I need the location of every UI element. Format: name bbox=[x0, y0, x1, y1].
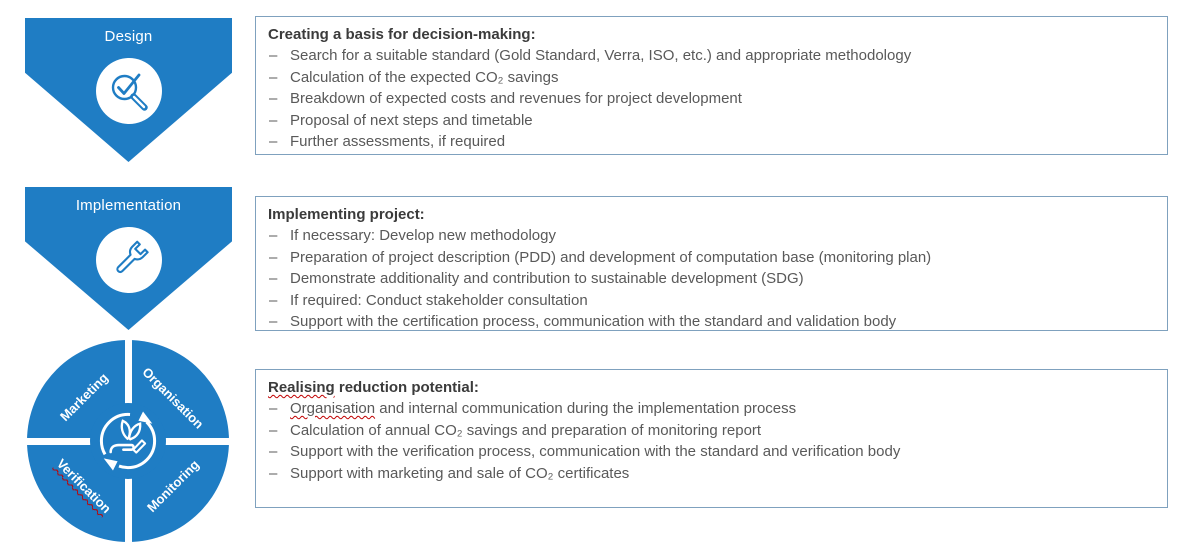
bullet-item: – Proposal of next steps and timetable bbox=[266, 110, 1157, 132]
bullet-text: Support with the verification process, c… bbox=[290, 443, 901, 460]
bullet-text: Further assessments, if required bbox=[290, 133, 506, 150]
bullet-text: Support with the certification process, … bbox=[290, 313, 897, 330]
bullet-list: – Search for a suitable standard (Gold St… bbox=[266, 45, 1157, 153]
box-title: Implementing project: bbox=[268, 206, 425, 223]
bullet-item: – Organisation and internal communication… bbox=[266, 398, 1157, 420]
bullet-dash: – bbox=[269, 47, 278, 64]
bullet-item: – Search for a suitable standard (Gold St… bbox=[266, 45, 1157, 67]
design-stage-arrow: Design bbox=[25, 18, 232, 162]
design-details-box: Creating a basis for decision-making: – S… bbox=[255, 16, 1168, 155]
bullet-item: – Support with the verification process, … bbox=[266, 441, 1157, 463]
bullet-item: – Preparation of project description (PDD… bbox=[266, 247, 1157, 269]
misspelled-word: Realising bbox=[268, 379, 335, 396]
bullet-dash: – bbox=[269, 443, 278, 460]
bullet-item: – Demonstrate additionality and contribut… bbox=[266, 268, 1157, 290]
bullet-text: If required: Conduct stakeholder consult… bbox=[290, 291, 588, 309]
bullet-text: Support with marketing and sale of CO₂ c… bbox=[290, 464, 630, 482]
bullet-text: If necessary: Develop new methodology bbox=[290, 227, 556, 244]
bullet-text: Search for a suitable standard (Gold Sta… bbox=[290, 47, 912, 64]
bullet-dash: – bbox=[269, 248, 278, 266]
bullet-item: – If necessary: Develop new methodology bbox=[266, 225, 1157, 247]
bullet-text: Calculation of annual CO₂ savings and pr… bbox=[290, 421, 762, 439]
bullet-dash: – bbox=[269, 90, 278, 107]
bullet-item: – Support with marketing and sale of CO₂ … bbox=[266, 463, 1157, 485]
bullet-dash: – bbox=[269, 227, 278, 244]
box-title: Realising reduction potential: bbox=[268, 379, 479, 396]
implementation-stage-label: Implementation bbox=[75, 197, 182, 214]
bullet-text: Preparation of project description (PDD)… bbox=[290, 248, 932, 266]
bullet-list: – If necessary: Develop new methodology – P… bbox=[266, 225, 1157, 333]
bullet-text: Demonstrate additionality and contributi… bbox=[290, 270, 804, 287]
cycle-diagram: Marketing Organisation Verification Monitor… bbox=[25, 338, 231, 544]
bullet-item: – Further assessments, if required bbox=[266, 131, 1157, 153]
bullet-item: – Breakdown of expected costs and revenue… bbox=[266, 88, 1157, 110]
implementation-stage-arrow: Implementation bbox=[25, 187, 232, 330]
misspelled-word: Organisation bbox=[290, 400, 376, 417]
wrench-icon bbox=[95, 227, 162, 293]
bullet-text: Calculation of the expected CO₂ savings bbox=[290, 68, 559, 86]
bullet-dash: – bbox=[269, 68, 278, 86]
bullet-item: – Support with the certification process,… bbox=[266, 311, 1157, 333]
bullet-text: Organisation and internal communication … bbox=[290, 400, 797, 417]
bullet-dash: – bbox=[269, 291, 278, 309]
design-stage-label: Design bbox=[104, 28, 153, 45]
hand-plant-cycle-icon bbox=[90, 403, 166, 479]
bullet-text: Proposal of next steps and timetable bbox=[290, 111, 533, 129]
bullet-dash: – bbox=[269, 313, 278, 330]
bullet-list: – Organisation and internal communication… bbox=[266, 398, 1157, 484]
box-title: Creating a basis for decision-making: bbox=[268, 26, 536, 43]
bullet-item: – Calculation of annual CO₂ savings and p… bbox=[266, 420, 1157, 442]
bullet-dash: – bbox=[269, 400, 278, 417]
bullet-item: – If required: Conduct stakeholder consul… bbox=[266, 290, 1157, 312]
realisation-details-box: Realising reduction potential: – Organisa… bbox=[255, 369, 1168, 508]
bullet-dash: – bbox=[269, 270, 278, 287]
implementation-details-box: Implementing project: – If necessary: Dev… bbox=[255, 196, 1168, 331]
magnifier-check-icon bbox=[95, 58, 162, 124]
bullet-dash: – bbox=[269, 133, 278, 150]
bullet-dash: – bbox=[269, 421, 278, 439]
bullet-dash: – bbox=[269, 464, 278, 482]
bullet-dash: – bbox=[269, 111, 278, 129]
bullet-item: – Calculation of the expected CO₂ savings bbox=[266, 67, 1157, 89]
bullet-text: Breakdown of expected costs and revenues… bbox=[290, 90, 742, 107]
